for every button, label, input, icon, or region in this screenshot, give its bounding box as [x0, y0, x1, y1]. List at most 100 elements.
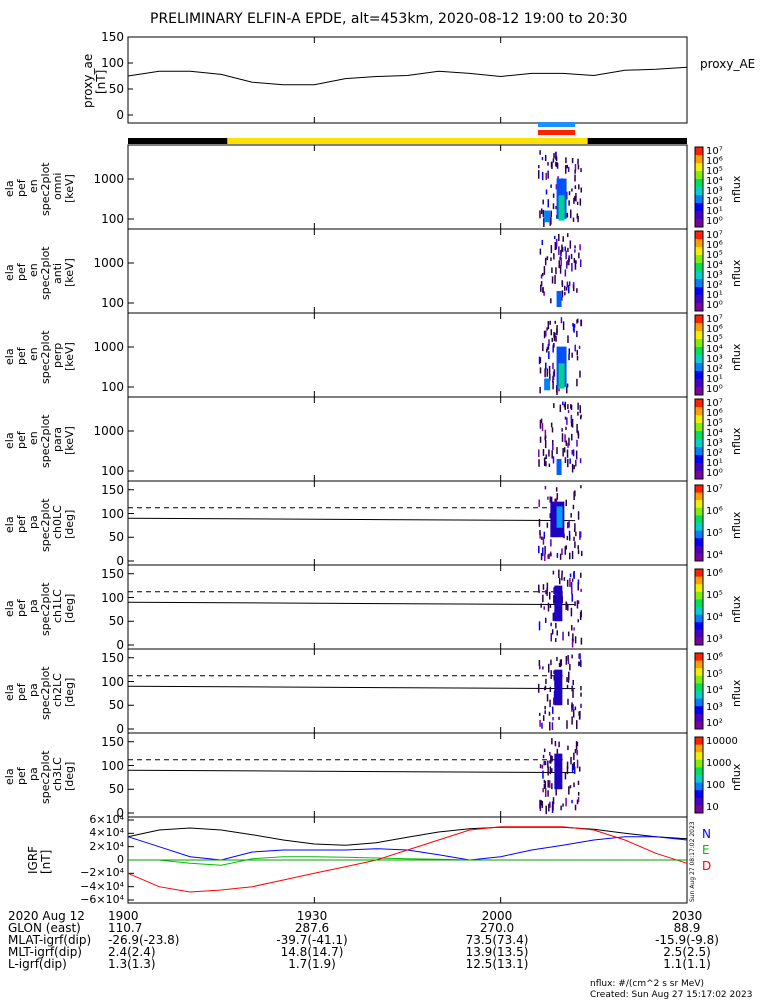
spec-colorbar-label: 10⁶ — [706, 240, 723, 251]
spectrogram-pixel — [558, 386, 560, 392]
spec-colorbar-label: 10⁰ — [706, 216, 723, 227]
spec-colorbar-swatch — [695, 237, 703, 240]
spectrogram-pixel — [555, 788, 557, 796]
spectrogram-pixel — [578, 766, 581, 772]
pa-ytick-label: 150 — [101, 650, 124, 665]
spec-colorbar-swatch — [695, 449, 703, 452]
igrf-ylabel-line: IGRF — [26, 845, 40, 874]
spectrogram-pixel — [548, 351, 550, 360]
spectrogram-pixel — [580, 659, 582, 668]
pa-colorbar-frame — [694, 736, 704, 814]
spectrogram-pixel — [580, 685, 582, 691]
spectrogram-pixel — [544, 788, 547, 797]
pa-panel-frame — [127, 648, 688, 734]
spec-colorbar-swatch — [695, 383, 703, 386]
pa-colorbar-swatch — [695, 801, 703, 804]
pa-colorbar-swatch — [695, 788, 703, 791]
spec-colorbar-swatch — [695, 231, 703, 234]
spec-colorbar-swatch — [695, 207, 703, 210]
spectrogram-pixel — [551, 722, 554, 730]
pa-colorbar-swatch — [695, 530, 703, 533]
pa-colorbar-swatch — [695, 662, 703, 665]
spectrogram-pixel — [580, 187, 583, 193]
pa-colorbar-swatch — [695, 687, 703, 690]
spectrogram-pixel — [561, 570, 563, 575]
spectrogram-pixel — [549, 751, 551, 756]
spectrogram-pixel — [574, 249, 576, 253]
pa-colorbar-swatch — [695, 536, 703, 539]
spectrogram-pixel — [573, 536, 575, 542]
pa-ylabel-line: pa — [27, 683, 40, 698]
spectrogram-pixel — [551, 755, 553, 762]
spectrogram-pixel — [550, 553, 552, 557]
spectrogram-pixel — [549, 513, 552, 519]
pa-colorbar-swatch — [695, 809, 703, 812]
spectrogram-pixel — [558, 577, 561, 585]
spectrogram-pixel — [548, 803, 550, 812]
pa-colorbar-swatch — [695, 591, 703, 595]
igrf-ytick-label: −4×10⁴ — [80, 879, 124, 893]
igrf-ytick-label: 6×10⁴ — [89, 813, 124, 826]
spectrogram-pixel — [575, 531, 577, 537]
spectrogram-pixel — [567, 522, 569, 529]
spectrogram-pixel — [574, 164, 577, 171]
pa-colorbar-swatch — [695, 620, 703, 623]
spectrogram-pixel — [539, 419, 542, 429]
spec-colorbar-label: 10⁴ — [706, 260, 723, 271]
spectrogram-pixel — [566, 579, 569, 587]
spec-colorbar-swatch — [695, 355, 703, 358]
spectrogram-pixel — [545, 678, 547, 685]
spectrogram-pixel — [554, 638, 557, 643]
spectrogram-pixel — [556, 630, 558, 636]
spectrogram-pixel — [547, 554, 549, 559]
pa-colorbar-swatch — [695, 675, 703, 679]
spec-colorbar-swatch — [695, 265, 703, 268]
perpendicular-reference-line — [127, 517, 576, 522]
pa-colorbar-swatch — [695, 805, 703, 808]
spec-colorbar-swatch — [695, 421, 703, 424]
spectrogram-pixel — [567, 745, 569, 751]
spectrogram-pixel — [546, 582, 549, 591]
spectrogram-pixel — [562, 631, 564, 641]
spectrogram-pixel — [562, 448, 564, 457]
spectrogram-pixel — [542, 547, 544, 557]
spectrogram-pixel — [565, 601, 567, 610]
pa-ytick-label: 150 — [101, 482, 124, 497]
pa-colorbar-swatch — [695, 526, 703, 530]
spec-colorbar-swatch — [695, 151, 703, 154]
spec-colorbar-swatch — [695, 469, 703, 472]
spec-colorbar-swatch — [695, 211, 703, 214]
igrf-legend-E: E — [702, 843, 710, 857]
pa-colorbar-label: 100 — [706, 780, 726, 791]
spectrogram-pixel — [566, 449, 569, 458]
spec-ylabel-line: pef — [15, 346, 28, 365]
spectrogram-pixel — [579, 531, 582, 538]
pa-colorbar-swatch — [695, 599, 703, 602]
pa-colorbar-swatch — [695, 517, 703, 520]
igrf-legend-N: N — [702, 827, 711, 841]
pa-ytick-label: 150 — [101, 566, 124, 581]
spec-colorbar-swatch — [695, 269, 703, 272]
spec-colorbar-swatch — [695, 387, 703, 390]
spectrogram-pixel — [541, 722, 543, 729]
spec-colorbar-label: 10¹ — [706, 374, 723, 385]
spec-colorbar-swatch — [695, 193, 703, 196]
perpendicular-reference-line — [127, 769, 576, 774]
pa-ylabel-line: ela — [3, 599, 16, 617]
spectrogram-pixel — [568, 530, 571, 536]
spectrogram-pixel — [574, 169, 576, 174]
pa-colorbar-swatch — [695, 543, 703, 547]
pa-ylabel-line: pa — [27, 515, 40, 530]
spectrogram-pixel — [579, 531, 581, 540]
spec-colorbar-swatch — [695, 463, 703, 466]
pa-colorbar-swatch — [695, 557, 703, 560]
pa-colorbar-swatch — [695, 740, 703, 744]
spec-colorbar-swatch — [695, 155, 703, 158]
spectrogram-pixel — [538, 712, 541, 716]
spectrogram-pixel — [546, 368, 549, 377]
pa-colorbar-label: 10⁴ — [706, 550, 723, 561]
pa-ytick-label: 0 — [116, 806, 124, 820]
spec-colorbar-swatch — [695, 303, 703, 306]
spectrogram-pixel — [551, 450, 553, 459]
spectrogram-pixel — [547, 663, 550, 673]
